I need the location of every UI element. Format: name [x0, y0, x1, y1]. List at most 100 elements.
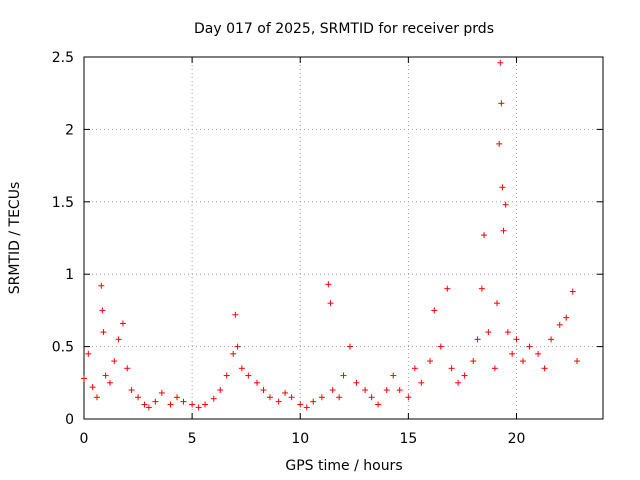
x-axis-label: GPS time / hours	[285, 458, 402, 474]
data-point	[396, 387, 403, 394]
data-point	[210, 395, 217, 402]
data-point	[504, 329, 511, 336]
data-point	[509, 350, 516, 357]
data-point	[106, 379, 113, 386]
data-point	[502, 201, 509, 208]
y-tick-label: 2	[65, 122, 74, 138]
x-tick-label: 5	[188, 431, 197, 447]
data-point	[303, 404, 310, 411]
data-point	[167, 401, 174, 408]
y-tick-label: 2.5	[52, 50, 74, 66]
data-point	[513, 336, 520, 343]
data-point	[128, 387, 135, 394]
y-tick-label: 1	[65, 267, 74, 283]
data-point	[556, 321, 563, 328]
x-tick-label: 15	[399, 431, 417, 447]
data-point	[238, 365, 245, 372]
data-point	[346, 343, 353, 350]
data-points	[81, 59, 581, 411]
data-point	[254, 379, 260, 386]
data-point	[500, 227, 507, 234]
data-point	[461, 372, 468, 379]
data-point	[310, 398, 317, 405]
data-point	[189, 401, 196, 408]
data-point	[99, 307, 106, 314]
data-point	[318, 394, 325, 401]
data-point	[288, 394, 295, 401]
data-point	[173, 394, 180, 401]
data-point	[180, 398, 187, 405]
data-point	[85, 350, 92, 357]
data-point	[481, 232, 488, 239]
data-point	[266, 394, 273, 401]
data-point	[81, 375, 87, 382]
data-point	[541, 365, 548, 372]
data-point	[411, 365, 418, 372]
data-point	[496, 140, 503, 147]
data-point	[102, 372, 109, 379]
data-point	[111, 358, 118, 365]
data-point	[383, 387, 390, 394]
data-point	[115, 336, 122, 343]
data-point	[418, 379, 425, 386]
y-tick-label: 0	[65, 412, 74, 428]
data-point	[494, 300, 501, 307]
data-point	[232, 311, 239, 318]
data-point	[368, 394, 375, 401]
x-tick-label: 0	[80, 431, 89, 447]
data-point	[485, 329, 492, 336]
data-point	[353, 379, 360, 386]
data-point	[375, 401, 382, 408]
data-point	[195, 404, 202, 411]
data-point	[444, 285, 451, 292]
data-point	[470, 358, 477, 365]
data-point	[135, 394, 142, 401]
x-tick-label: 10	[291, 431, 309, 447]
ticks	[83, 56, 603, 420]
data-point	[427, 358, 433, 365]
data-point	[217, 387, 224, 394]
data-point	[548, 336, 555, 343]
data-point	[563, 314, 570, 321]
data-point	[234, 343, 241, 350]
x-tick-label: 20	[508, 431, 526, 447]
data-point	[498, 100, 505, 107]
data-point	[431, 307, 438, 314]
data-point	[497, 59, 504, 66]
data-point	[230, 350, 237, 357]
data-point	[455, 379, 462, 386]
y-tick-label: 1.5	[52, 195, 74, 211]
data-point	[245, 372, 252, 379]
data-point	[478, 285, 485, 292]
data-point	[340, 372, 347, 379]
data-point	[535, 350, 542, 357]
y-axis-label: SRMTID / TECUs	[7, 182, 23, 295]
data-point	[297, 401, 304, 408]
data-point	[93, 394, 100, 401]
data-point	[260, 387, 267, 394]
data-point	[474, 336, 481, 343]
data-point	[223, 372, 230, 379]
data-point	[569, 288, 576, 295]
data-point	[89, 384, 96, 391]
data-point	[152, 398, 159, 405]
data-point	[390, 372, 397, 379]
plot-frame	[83, 56, 604, 420]
data-point	[145, 404, 152, 411]
data-point	[100, 329, 107, 336]
data-point	[336, 394, 343, 401]
y-tick-label: 0.5	[52, 340, 74, 356]
data-point	[405, 394, 412, 401]
data-point	[574, 358, 581, 365]
data-point	[329, 387, 336, 394]
data-point	[437, 343, 444, 350]
tick-labels: 0 5 10 15 20 0 0.5 1 1.5 2 2.5	[52, 50, 526, 447]
data-point	[362, 387, 369, 394]
data-point	[158, 389, 165, 396]
data-point	[327, 300, 334, 307]
data-point	[98, 282, 105, 289]
data-point	[526, 343, 533, 350]
data-point	[282, 389, 289, 396]
data-point	[275, 398, 282, 405]
